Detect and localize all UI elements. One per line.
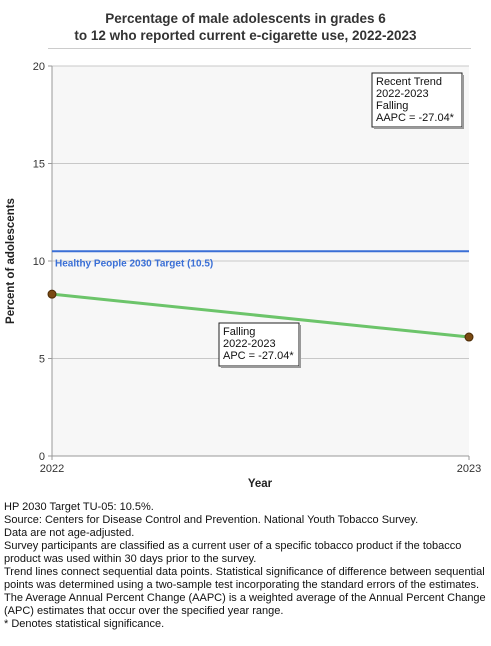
footnote-age-adjustment: Data are not age-adjusted. bbox=[4, 527, 135, 539]
segment-box-line-1: Falling bbox=[223, 326, 255, 338]
x-axis-label: Year bbox=[248, 478, 273, 490]
trend-box-line-1: Recent Trend bbox=[376, 76, 442, 88]
line-chart: 0 5 10 15 20 2022 2023 Healthy People 2030 Ta… bbox=[5, 61, 481, 490]
y-axis-label: Percent of adolescents bbox=[5, 198, 17, 324]
chart-title-line-2: to 12 who reported current e-cigarette u… bbox=[74, 28, 417, 43]
series-layer bbox=[47, 289, 474, 342]
y-tick-label: 10 bbox=[33, 256, 45, 268]
y-tick-label: 20 bbox=[33, 61, 45, 73]
footnote-significance: * Denotes statistical significance. bbox=[4, 618, 165, 630]
footnote-aapc: The Average Annual Percent Change (AAPC)… bbox=[4, 592, 486, 617]
footnotes: HP 2030 Target TU-05: 10.5%. Source: Cen… bbox=[4, 501, 489, 631]
data-point bbox=[464, 332, 474, 342]
trend-box-line-2: 2022-2023 bbox=[376, 88, 429, 100]
segment-box-shadow-side bbox=[299, 325, 301, 368]
chart-title: Percentage of male adolescents in grades… bbox=[0, 10, 491, 44]
segment-box-line-3: APC = -27.04* bbox=[223, 350, 294, 362]
footnote-trend-lines: Trend lines connect sequential data poin… bbox=[4, 566, 485, 591]
trend-annotation-box: Recent Trend 2022-2023 Falling AAPC = -2… bbox=[371, 72, 464, 129]
y-tick-label: 15 bbox=[33, 159, 45, 171]
gridlines bbox=[52, 65, 469, 359]
footnote-target: HP 2030 Target TU-05: 10.5%. bbox=[4, 501, 154, 513]
title-divider bbox=[48, 48, 471, 49]
x-tick-label: 2023 bbox=[457, 463, 481, 475]
trend-box-shadow bbox=[374, 127, 464, 129]
trend-box-line-3: Falling bbox=[376, 100, 408, 112]
y-axis-ticks: 0 5 10 15 20 bbox=[33, 61, 52, 463]
trend-box-line-4: AAPC = -27.04* bbox=[376, 112, 455, 124]
segment-box-shadow bbox=[221, 366, 301, 368]
segment-box-frame bbox=[218, 322, 300, 367]
target-label: Healthy People 2030 Target (10.5) bbox=[55, 258, 213, 269]
footnote-source: Source: Centers for Disease Control and … bbox=[4, 514, 419, 526]
segment-annotation-box: Falling 2022-2023 APC = -27.04* bbox=[218, 322, 301, 368]
chart-title-line-1: Percentage of male adolescents in grades… bbox=[105, 11, 386, 26]
y-tick-label: 5 bbox=[39, 354, 45, 366]
y-tick-label: 0 bbox=[39, 451, 45, 463]
data-point bbox=[47, 289, 57, 299]
series-line bbox=[51, 292, 470, 339]
trend-box-shadow-side bbox=[462, 75, 464, 129]
segment-box-line-2: 2022-2023 bbox=[223, 338, 276, 350]
trend-box-frame bbox=[371, 72, 463, 128]
x-tick-label: 2022 bbox=[40, 463, 64, 475]
x-axis-ticks: 2022 2023 bbox=[40, 456, 481, 475]
footnote-user-definition: Survey participants are classified as a … bbox=[4, 540, 462, 565]
